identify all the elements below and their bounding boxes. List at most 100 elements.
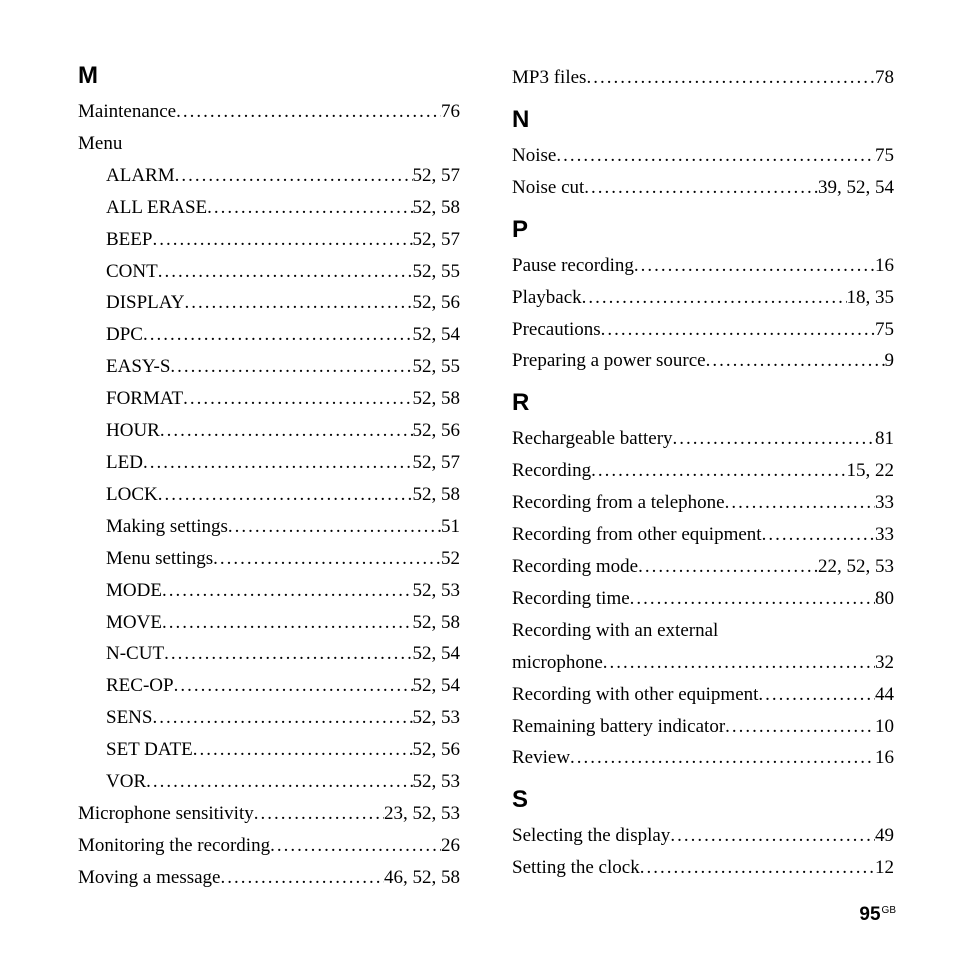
leader-dots: [591, 455, 846, 487]
leader-dots: [556, 140, 875, 172]
leader-dots: [630, 583, 875, 615]
index-term: Noise: [512, 140, 556, 172]
index-pages: 52, 58: [413, 479, 461, 511]
index-entry: LED52, 57: [78, 447, 460, 479]
index-term: Menu settings: [106, 543, 213, 575]
index-term: SET DATE: [106, 734, 193, 766]
index-term: BEEP: [106, 224, 152, 256]
index-entry: HOUR52, 56: [78, 415, 460, 447]
leader-dots: [228, 511, 441, 543]
index-term: CONT: [106, 256, 158, 288]
index-term: Review: [512, 742, 570, 774]
leader-dots: [640, 852, 875, 884]
index-entry: CONT52, 55: [78, 256, 460, 288]
index-entry: Recording from a telephone 33: [512, 487, 894, 519]
index-pages: 12: [875, 852, 894, 884]
leader-dots: [174, 670, 413, 702]
index-term: MODE: [106, 575, 162, 607]
index-term: Remaining battery indicator: [512, 711, 725, 743]
index-term: Recording: [512, 455, 591, 487]
index-entry: Maintenance76: [78, 96, 460, 128]
index-pages: 52, 53: [413, 702, 461, 734]
leader-dots: [601, 314, 875, 346]
index-pages: 52, 56: [413, 287, 461, 319]
index-entry: Rechargeable battery81: [512, 423, 894, 455]
index-pages: 52, 58: [413, 192, 461, 224]
index-entry: BEEP 52, 57: [78, 224, 460, 256]
index-term: Recording time: [512, 583, 630, 615]
index-entry: Review 16: [512, 742, 894, 774]
index-entry: Precautions75: [512, 314, 894, 346]
index-pages: 46, 52, 58: [384, 862, 460, 894]
index-entry: Pause recording16: [512, 250, 894, 282]
index-letter: R: [512, 389, 894, 417]
index-entry: Playback18, 35: [512, 282, 894, 314]
leader-dots: [175, 160, 413, 192]
index-pages: 16: [875, 742, 894, 774]
index-term: DPC: [106, 319, 143, 351]
index-entry: VOR52, 53: [78, 766, 460, 798]
leader-dots: [158, 479, 413, 511]
index-term: microphone: [512, 647, 603, 679]
index-entry: Noise75: [512, 140, 894, 172]
index-term: DISPLAY: [106, 287, 185, 319]
index-pages: 33: [875, 487, 894, 519]
leader-dots: [762, 519, 875, 551]
index-term: MOVE: [106, 607, 162, 639]
index-term: Rechargeable battery: [512, 423, 673, 455]
index-pages: 51: [441, 511, 460, 543]
index-pages: 23, 52, 53: [384, 798, 460, 830]
leader-dots: [220, 862, 384, 894]
leader-dots: [584, 172, 818, 204]
leader-dots: [706, 345, 885, 377]
index-entry: SENS 52, 53: [78, 702, 460, 734]
left-column: MMaintenance76MenuALARM52, 57ALL ERASE52…: [78, 62, 460, 894]
leader-dots: [185, 287, 413, 319]
index-term: Making settings: [106, 511, 228, 543]
index-pages: 39, 52, 54: [818, 172, 894, 204]
index-term: N-CUT: [106, 638, 164, 670]
index-entry: Selecting the display49: [512, 820, 894, 852]
leader-dots: [213, 543, 441, 575]
index-entry: Preparing a power source9: [512, 345, 894, 377]
index-entry: Recording 15, 22: [512, 455, 894, 487]
index-term: Recording from a telephone: [512, 487, 725, 519]
index-entry: Monitoring the recording26: [78, 830, 460, 862]
index-letter: P: [512, 216, 894, 244]
index-pages: 49: [875, 820, 894, 852]
index-term: Maintenance: [78, 96, 176, 128]
index-term: Monitoring the recording: [78, 830, 270, 862]
leader-dots: [160, 415, 413, 447]
index-term: Recording with an external: [512, 615, 718, 647]
index-entry: MP3 files78: [512, 62, 894, 94]
leader-dots: [586, 62, 875, 94]
leader-dots: [673, 423, 875, 455]
index-entry: MOVE52, 58: [78, 607, 460, 639]
leader-dots: [582, 282, 847, 314]
index-pages: 52, 57: [413, 160, 461, 192]
index-pages: 22, 52, 53: [818, 551, 894, 583]
leader-dots: [162, 575, 413, 607]
index-pages: 10: [875, 711, 894, 743]
index-pages: 52, 53: [413, 575, 461, 607]
index-pages: 52, 54: [413, 670, 461, 702]
index-entry: EASY-S52, 55: [78, 351, 460, 383]
leader-dots: [570, 742, 875, 774]
index-pages: 52, 57: [413, 224, 461, 256]
index-pages: 52, 56: [413, 734, 461, 766]
index-entry: Recording from other equipment33: [512, 519, 894, 551]
index-term: Recording mode: [512, 551, 638, 583]
index-term: ALARM: [106, 160, 175, 192]
leader-dots: [207, 192, 412, 224]
index-term: SENS: [106, 702, 152, 734]
index-pages: 52, 58: [413, 383, 461, 415]
index-pages: 15, 22: [847, 455, 895, 487]
leader-dots: [270, 830, 441, 862]
index-letter: M: [78, 62, 460, 90]
index-entry: SET DATE 52, 56: [78, 734, 460, 766]
page-number-suffix: GB: [882, 905, 896, 916]
leader-dots: [158, 256, 413, 288]
leader-dots: [162, 607, 413, 639]
leader-dots: [254, 798, 384, 830]
index-pages: 16: [875, 250, 894, 282]
